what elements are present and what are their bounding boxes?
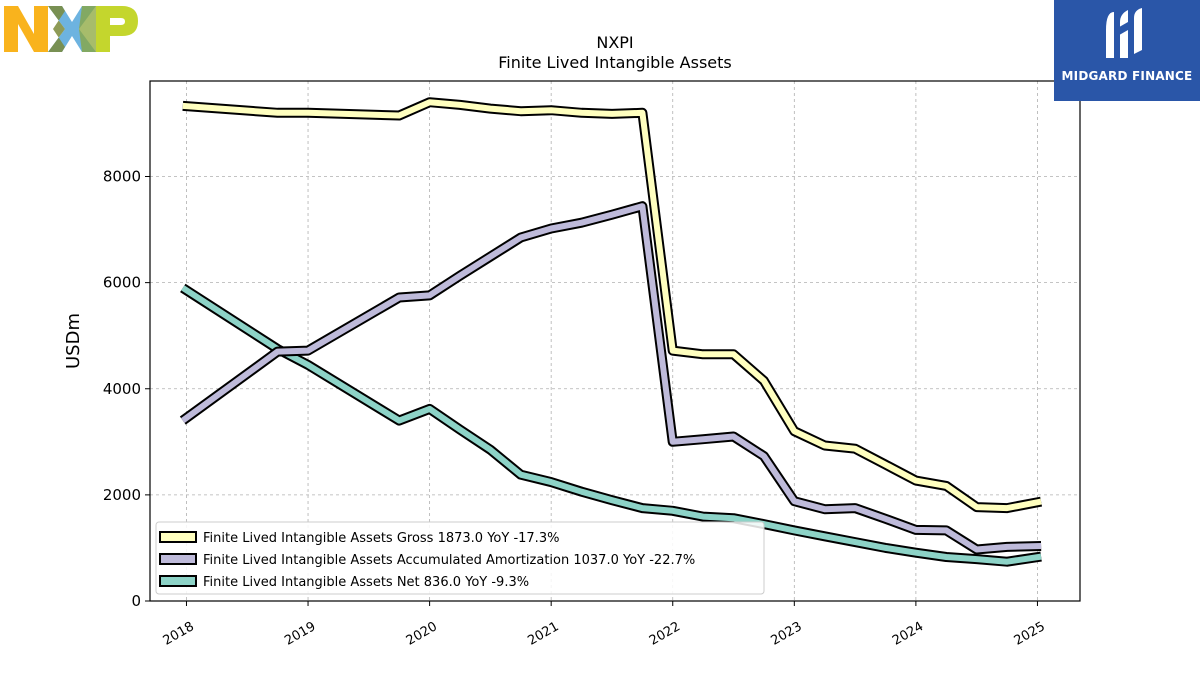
legend-entry: Finite Lived Intangible Assets Accumulat… [203,553,695,568]
series-gross-line [182,97,1043,514]
y-tick-label: 6000 [103,274,141,292]
y-tick-label: 4000 [103,380,141,398]
x-tick-label: 2021 [525,619,561,649]
series-net-line-stroke [181,285,1042,565]
chart-title: NXPI [596,33,634,52]
legend-box [155,521,765,595]
series-net-line [180,283,1042,567]
series-gross-line-stroke [182,99,1042,512]
midgard-finance-logo: MIDGARD FINANCE [1054,0,1200,101]
legend-entry: Finite Lived Intangible Assets Net 836.0… [203,575,529,590]
chart-subtitle: Finite Lived Intangible Assets [498,53,732,72]
y-axis-label: USDm [63,313,84,369]
y-tick-label: 2000 [103,486,141,504]
plot-frame [149,80,1081,602]
x-tick-label: 2025 [1012,619,1048,649]
x-tick-label: 2023 [768,619,804,649]
x-tick-label: 2019 [282,619,318,649]
legend: Finite Lived Intangible Assets Gross 187… [155,521,765,595]
series-amortization-line [179,201,1042,555]
y-tick-label: 8000 [103,168,141,186]
x-tick-label: 2020 [404,619,440,649]
legend-entry: Finite Lived Intangible Assets Gross 187… [203,531,559,546]
series-gross-line-outline [182,97,1043,514]
x-tick-label: 2022 [647,619,683,649]
x-tick-label: 2018 [161,619,197,649]
legend-swatch [159,575,197,587]
legend-swatch [159,531,197,543]
midgard-emblem-icon [1106,8,1142,58]
series-lines [179,97,1043,567]
x-tick-label: 2024 [890,619,926,649]
series-amortization-line-stroke [181,203,1042,553]
series-net-line-outline [180,283,1042,567]
y-tick-label: 0 [131,592,141,610]
nxp-logo [4,4,140,54]
legend-swatch [159,553,197,565]
midgard-finance-label: MIDGARD FINANCE [1061,69,1193,83]
